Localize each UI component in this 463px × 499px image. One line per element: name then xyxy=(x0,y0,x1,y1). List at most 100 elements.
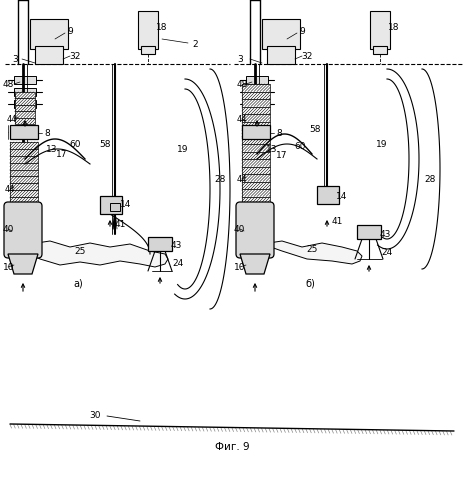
FancyBboxPatch shape xyxy=(236,202,274,258)
Text: 48: 48 xyxy=(237,79,248,88)
Bar xyxy=(10,149,38,156)
Bar xyxy=(369,11,389,49)
Text: 25: 25 xyxy=(306,245,317,253)
Bar xyxy=(242,84,269,91)
Text: б): б) xyxy=(304,279,314,289)
Text: 41: 41 xyxy=(331,217,342,226)
Bar xyxy=(15,118,35,124)
Text: 41: 41 xyxy=(114,220,125,229)
Text: 18: 18 xyxy=(388,22,399,31)
Bar xyxy=(242,137,269,144)
Text: 14: 14 xyxy=(120,200,131,209)
Text: 17: 17 xyxy=(56,150,68,159)
Bar xyxy=(14,76,36,84)
FancyBboxPatch shape xyxy=(4,202,42,258)
Bar xyxy=(14,88,36,96)
Bar xyxy=(15,92,35,98)
Text: 19: 19 xyxy=(375,140,387,149)
Bar xyxy=(242,167,269,174)
Polygon shape xyxy=(22,241,168,267)
Bar xyxy=(372,46,386,54)
Text: 9: 9 xyxy=(299,26,304,35)
Polygon shape xyxy=(8,254,38,274)
Bar xyxy=(242,99,269,106)
Text: 60: 60 xyxy=(294,142,305,151)
Text: 24: 24 xyxy=(172,259,183,268)
Text: 8: 8 xyxy=(275,129,281,138)
Text: 9: 9 xyxy=(67,26,73,35)
Text: 2: 2 xyxy=(192,39,197,48)
Bar xyxy=(10,163,38,170)
Bar xyxy=(10,190,38,197)
Bar xyxy=(10,170,38,177)
Text: 43: 43 xyxy=(378,230,390,239)
Polygon shape xyxy=(262,241,361,264)
Text: 58: 58 xyxy=(308,124,320,134)
Text: 19: 19 xyxy=(177,145,188,154)
Text: 13: 13 xyxy=(266,145,277,154)
Bar xyxy=(242,121,269,129)
Text: 44: 44 xyxy=(7,114,18,123)
Text: 40: 40 xyxy=(3,225,14,234)
Text: 3: 3 xyxy=(12,54,18,63)
Text: 32: 32 xyxy=(300,51,312,60)
Text: 44: 44 xyxy=(237,175,247,184)
Text: 14: 14 xyxy=(336,192,347,201)
Bar xyxy=(242,174,269,182)
Text: 28: 28 xyxy=(214,175,225,184)
Bar xyxy=(242,152,269,159)
Text: 48: 48 xyxy=(2,79,13,88)
Text: 58: 58 xyxy=(99,140,111,149)
Bar xyxy=(242,144,269,152)
Bar xyxy=(14,100,36,108)
Text: 24: 24 xyxy=(381,248,392,256)
Bar xyxy=(242,106,269,114)
Bar xyxy=(245,88,268,96)
Bar xyxy=(10,156,38,163)
Bar xyxy=(15,111,35,118)
Bar xyxy=(242,159,269,167)
Text: 10: 10 xyxy=(3,262,14,271)
Bar xyxy=(15,105,35,111)
Bar xyxy=(245,100,268,108)
Text: 10: 10 xyxy=(233,262,245,271)
Text: 43: 43 xyxy=(170,241,181,250)
Bar xyxy=(10,197,38,204)
Text: 32: 32 xyxy=(69,51,81,60)
Bar xyxy=(110,203,120,211)
Bar xyxy=(10,177,38,183)
Bar xyxy=(148,237,172,251)
Bar xyxy=(100,196,122,214)
Bar xyxy=(15,98,35,105)
Bar xyxy=(356,225,380,239)
Bar xyxy=(10,125,38,139)
Text: 3: 3 xyxy=(237,54,242,63)
Text: 30: 30 xyxy=(89,411,100,420)
Bar xyxy=(242,197,269,204)
Text: 17: 17 xyxy=(275,151,287,160)
Bar xyxy=(10,142,38,149)
Bar xyxy=(141,46,155,54)
Text: а): а) xyxy=(73,279,83,289)
Text: Фиг. 9: Фиг. 9 xyxy=(214,442,249,452)
Bar xyxy=(138,11,158,49)
Bar xyxy=(35,46,63,64)
Bar xyxy=(242,182,269,189)
Bar xyxy=(242,91,269,99)
Bar xyxy=(242,125,269,139)
Text: 28: 28 xyxy=(423,175,435,184)
Bar xyxy=(242,129,269,137)
Text: 60: 60 xyxy=(69,140,81,149)
Bar xyxy=(10,183,38,190)
Text: 44: 44 xyxy=(5,185,15,194)
Bar xyxy=(316,186,338,204)
Text: 13: 13 xyxy=(46,145,57,154)
Bar xyxy=(30,19,68,49)
Bar xyxy=(245,76,268,84)
Text: 25: 25 xyxy=(74,247,86,255)
Text: 40: 40 xyxy=(233,225,245,234)
Text: 8: 8 xyxy=(44,129,50,138)
Bar xyxy=(266,46,294,64)
Text: 44: 44 xyxy=(237,114,247,123)
Bar xyxy=(262,19,300,49)
